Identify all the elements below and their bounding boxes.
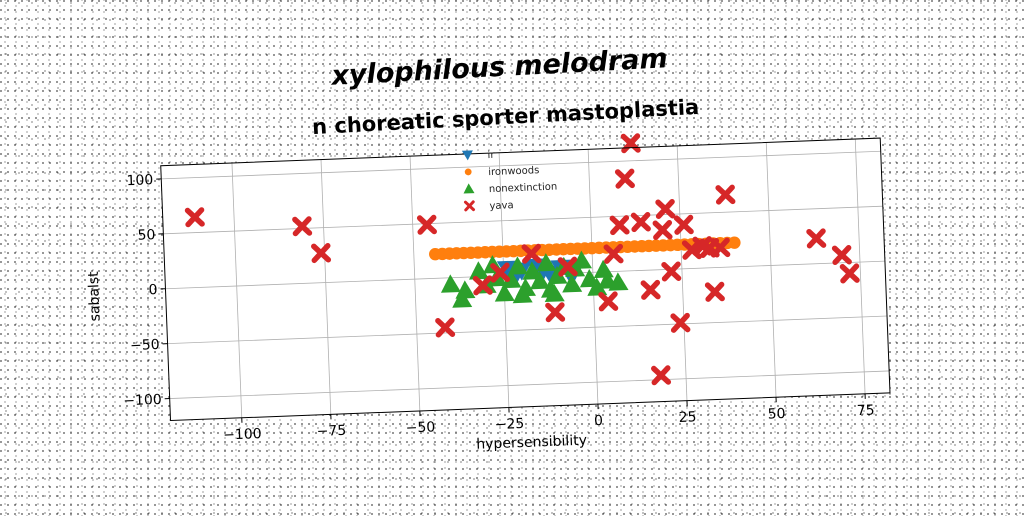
plot-axes: −100 −75 −50 −25 0 25 50 75 −100 −50 0 50 100 hypers… xyxy=(81,127,891,468)
chart-suptitle: xylophilous melodram xyxy=(329,43,669,92)
x-tick-label: −50 xyxy=(405,419,435,436)
y-tick-label: −50 xyxy=(130,337,160,354)
legend-label: yava xyxy=(489,200,513,212)
x-tick-label: 50 xyxy=(767,406,785,423)
x-axis-label: hypersensibility xyxy=(476,433,587,453)
y-tick-label: 100 xyxy=(126,172,153,189)
legend-label: ironwoods xyxy=(488,165,539,178)
x-tick-label: −25 xyxy=(494,416,524,433)
y-tick-label: 50 xyxy=(137,227,155,244)
y-tick-label: 0 xyxy=(148,282,158,298)
x-tick-label: 75 xyxy=(856,402,874,419)
x-tick-label: 25 xyxy=(678,409,696,426)
chart-title: n choreatic sporter mastoplastia xyxy=(312,95,700,139)
x-tick-label: 0 xyxy=(594,413,604,429)
y-axis-label: sabalst xyxy=(86,271,104,322)
y-tick-label: −100 xyxy=(123,392,162,409)
legend-label: ir xyxy=(487,150,495,161)
x-tick-label: −100 xyxy=(223,426,262,443)
x-tick-label: −75 xyxy=(316,423,346,440)
